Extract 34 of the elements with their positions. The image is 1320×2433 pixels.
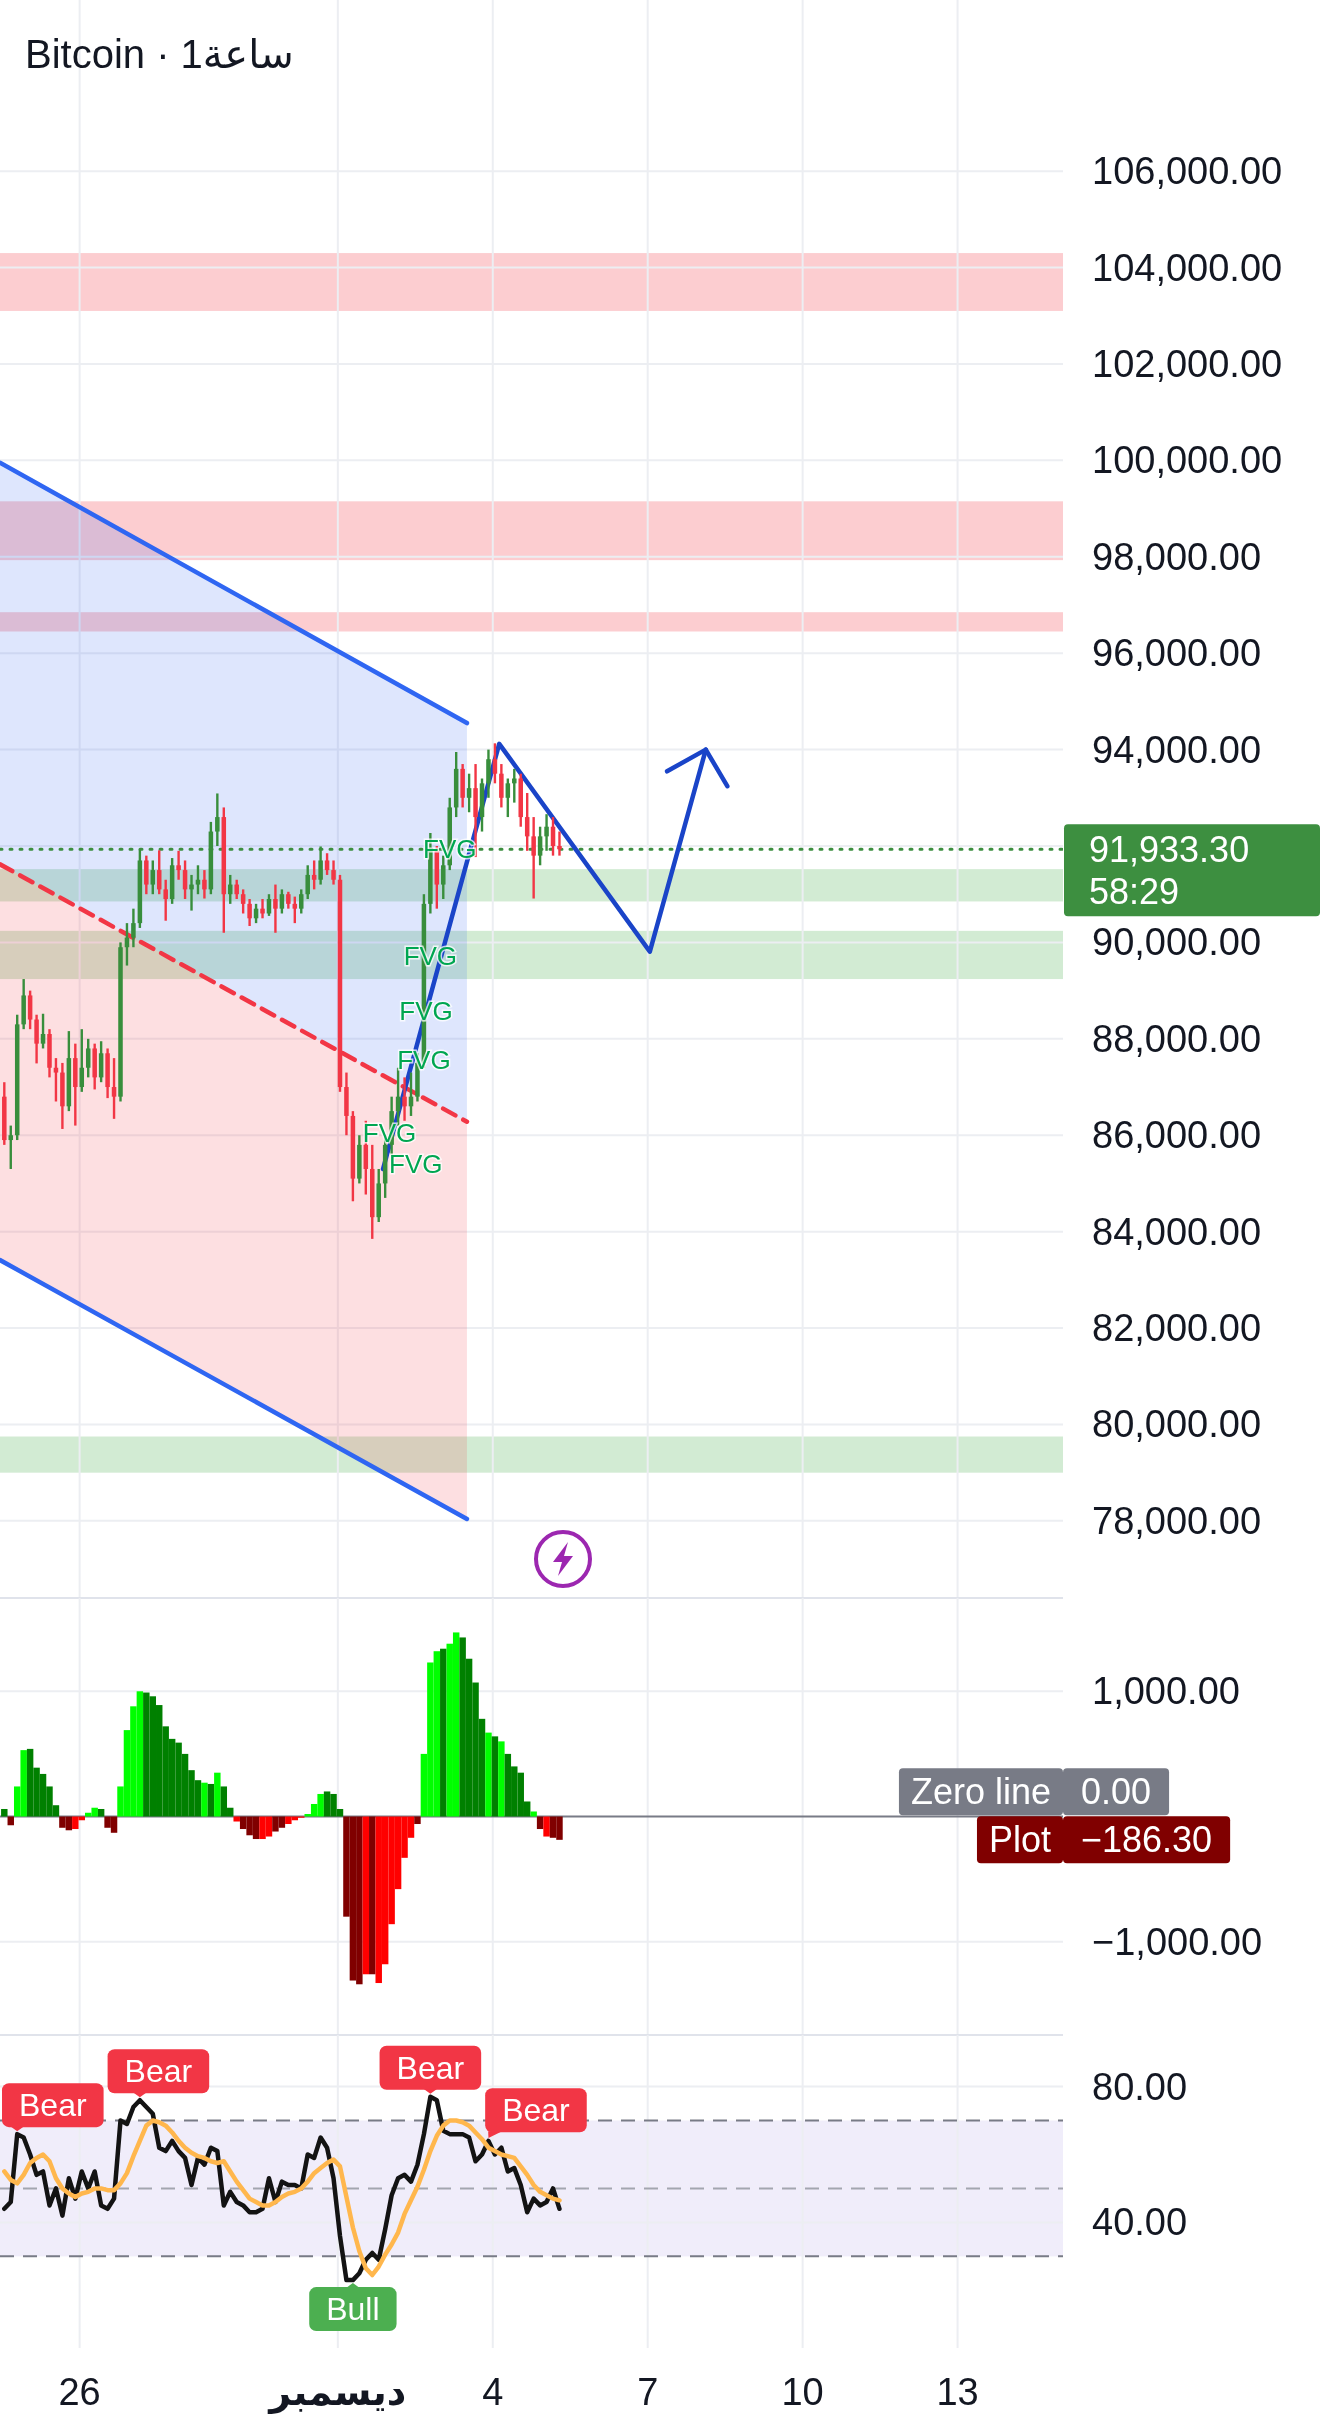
- annotation: Plot −186.30: [988, 1819, 1213, 1861]
- y-tick-label: 84,000.00: [1092, 1210, 1262, 1253]
- y-tick-label: 96,000.00: [1092, 632, 1262, 675]
- ref-line-label: Zero line 0.00: [910, 1771, 1152, 1813]
- x-tick-label: ديسمبر: [267, 2371, 407, 2414]
- x-tick-label: 26: [58, 2371, 101, 2413]
- y-tick-label: 106,000.00: [1092, 150, 1283, 193]
- y-tick-label: 1,000.00: [1092, 1670, 1240, 1713]
- y-tick-label: 78,000.00: [1092, 1499, 1262, 1542]
- x-tick-label: 10: [781, 2371, 824, 2413]
- y-tick-label: 80.00: [1092, 2065, 1188, 2108]
- y-tick-label: 98,000.00: [1092, 535, 1262, 578]
- text: Bitcoin · 1ساعة: [25, 32, 294, 76]
- y-tick-label: 80,000.00: [1092, 1403, 1262, 1446]
- annotation: Bull: [326, 2291, 380, 2328]
- x-tick-label: 4: [482, 2371, 504, 2413]
- y-tick-label: 82,000.00: [1092, 1307, 1262, 1350]
- ref-line-label: 91,933.30 58:29: [1089, 828, 1250, 912]
- y-tick-label: 88,000.00: [1092, 1017, 1262, 1060]
- annotation: Bear: [396, 2049, 465, 2086]
- y-tick-label: −1,000.00: [1092, 1920, 1263, 1963]
- y-tick-label: 86,000.00: [1092, 1114, 1262, 1157]
- x-tick-label: 7: [637, 2371, 659, 2413]
- x-tick-label: 13: [936, 2371, 979, 2413]
- y-tick-label: 102,000.00: [1092, 342, 1283, 385]
- annotation: Bear: [502, 2092, 571, 2129]
- y-tick-label: 104,000.00: [1092, 246, 1283, 289]
- annotation: Bear: [19, 2087, 87, 2124]
- y-tick-label: 94,000.00: [1092, 728, 1262, 771]
- y-tick-label: 40.00: [1092, 2201, 1188, 2244]
- annotation: FVG: [389, 1149, 443, 1180]
- y-tick-label: 100,000.00: [1092, 439, 1283, 482]
- annotation: Bear: [124, 2053, 193, 2090]
- y-tick-label: 90,000.00: [1092, 921, 1262, 964]
